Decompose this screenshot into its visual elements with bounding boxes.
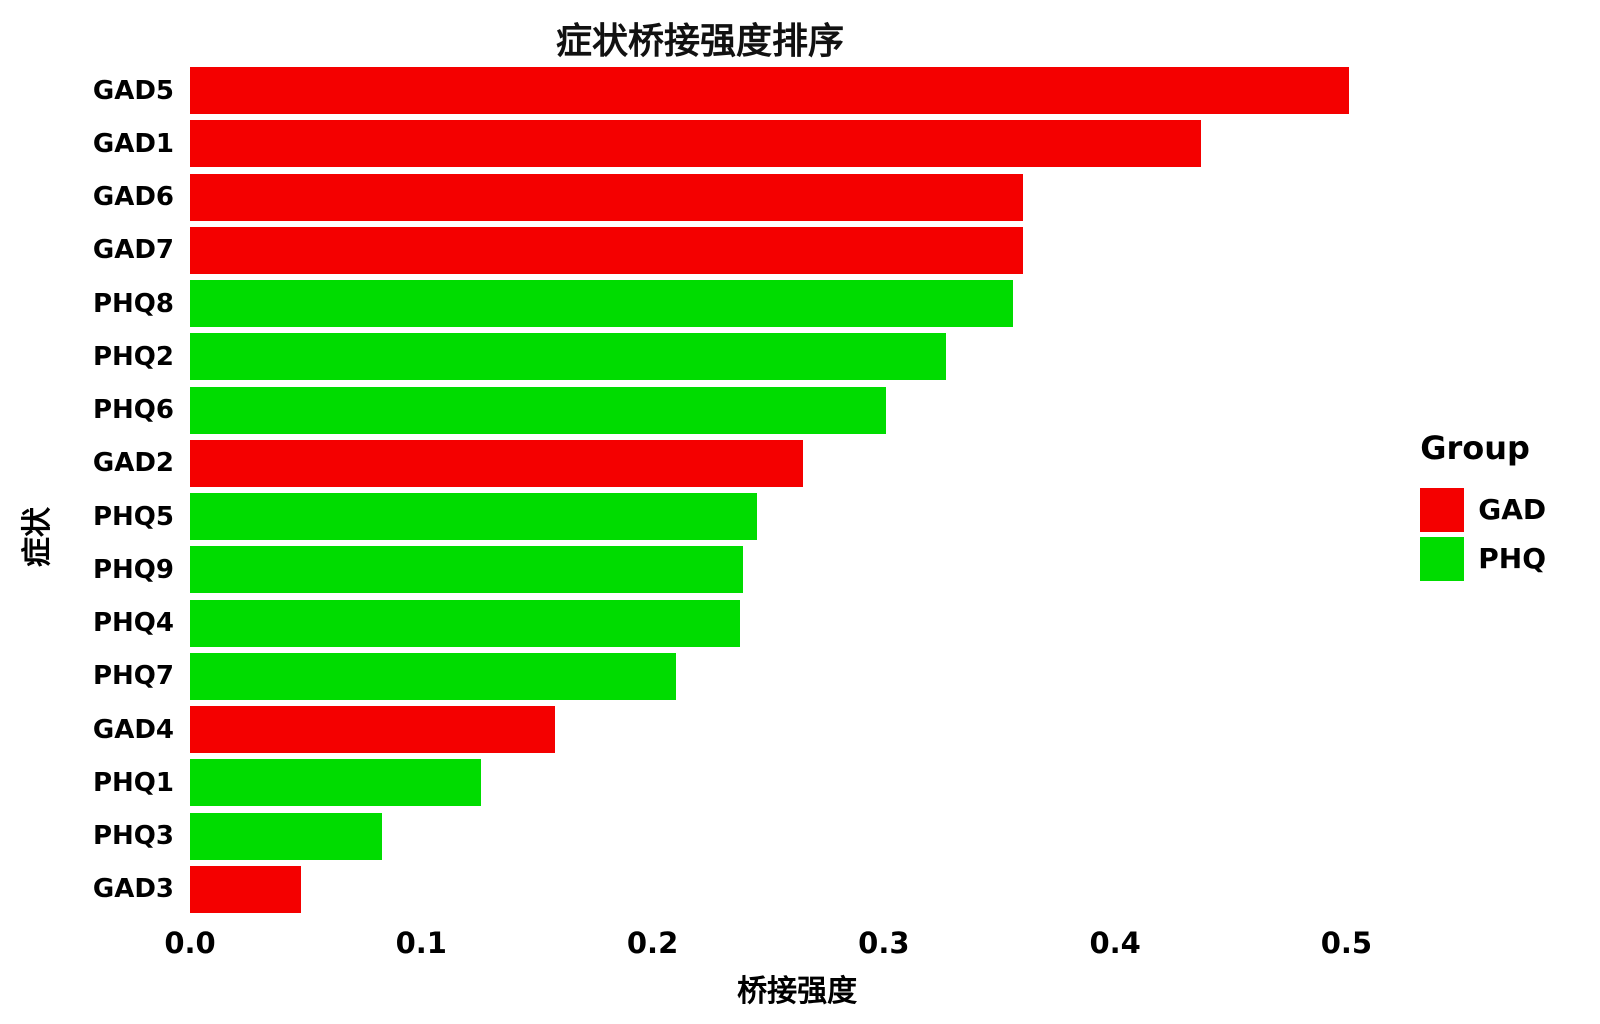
- bar-phq6: [190, 386, 887, 434]
- bar-row: PHQ1: [54, 756, 1404, 809]
- y-axis-title-text: 症状: [20, 507, 55, 567]
- category-label: GAD4: [92, 714, 174, 745]
- bar-gad3: [190, 865, 302, 913]
- chart-body: 症状 GAD5 GAD1 GAD6 GAD7 PHQ8 PHQ2 PHQ6 GAD2 PHQ5 P…: [0, 64, 1600, 1010]
- bar-track: [190, 703, 1404, 756]
- category-label: PHQ4: [92, 608, 174, 639]
- bar-row: PHQ5: [54, 490, 1404, 543]
- bar-row: PHQ3: [54, 810, 1404, 863]
- category-label: PHQ8: [92, 288, 174, 319]
- bar-gad2: [190, 439, 803, 487]
- bar-phq4: [190, 599, 741, 647]
- bar-row: GAD5: [54, 64, 1404, 117]
- x-axis-ticks: 0.0 0.1 0.2 0.3 0.4 0.5: [164, 916, 1404, 964]
- bar-gad1: [190, 120, 1201, 168]
- bar-row: GAD3: [54, 863, 1404, 916]
- bar-track: [190, 330, 1404, 383]
- bar-row: GAD2: [54, 437, 1404, 490]
- bar-row: PHQ2: [54, 330, 1404, 383]
- legend-title: Group: [1420, 428, 1530, 467]
- bar-row: PHQ6: [54, 384, 1404, 437]
- legend-label: GAD: [1478, 493, 1547, 526]
- legend-item-gad: GAD: [1420, 487, 1600, 532]
- bar-phq9: [190, 546, 743, 594]
- bar-track: [190, 64, 1404, 117]
- x-tick-label: 0.4: [1089, 926, 1141, 960]
- category-label: PHQ6: [92, 395, 174, 426]
- category-label: GAD2: [92, 448, 174, 479]
- bar-gad5: [190, 67, 1349, 115]
- bar-row: PHQ9: [54, 543, 1404, 596]
- bar-gad6: [190, 173, 1023, 221]
- x-tick-label: 0.1: [395, 926, 447, 960]
- bar-row: PHQ8: [54, 277, 1404, 330]
- x-tick-label: 0.5: [1320, 926, 1373, 960]
- category-label: PHQ7: [92, 661, 174, 692]
- x-axis-title: 桥接强度: [737, 974, 858, 1009]
- bar-track: [190, 650, 1404, 703]
- category-label: PHQ9: [92, 554, 174, 585]
- legend: Group GAD PHQ: [1404, 64, 1600, 1010]
- bar-row: PHQ7: [54, 650, 1404, 703]
- bar-phq1: [190, 759, 482, 807]
- category-label: GAD7: [92, 235, 174, 266]
- legend-swatch: [1420, 536, 1465, 581]
- bar-track: [190, 597, 1404, 650]
- chart-title: 症状桥接强度排序: [555, 21, 844, 62]
- bar-row: PHQ4: [54, 597, 1404, 650]
- legend-swatch: [1420, 487, 1465, 532]
- bar-row: GAD1: [54, 117, 1404, 170]
- bar-phq3: [190, 812, 382, 860]
- x-axis: 0.0 0.1 0.2 0.3 0.4 0.5 桥接强度: [164, 916, 1404, 1010]
- bar-track: [190, 863, 1404, 916]
- bar-track: [190, 543, 1404, 596]
- legend-entries: GAD PHQ: [1420, 483, 1600, 586]
- bar-gad7: [190, 226, 1023, 274]
- bar-gad4: [190, 706, 556, 754]
- plot-area: GAD5 GAD1 GAD6 GAD7 PHQ8 PHQ2 PHQ6 GAD2 PHQ5 PHQ9…: [54, 64, 1404, 1010]
- legend-item-phq: PHQ: [1420, 536, 1600, 581]
- category-label: GAD5: [92, 75, 174, 106]
- bar-phq8: [190, 280, 1014, 328]
- bar-row: GAD6: [54, 171, 1404, 224]
- bar-track: [190, 490, 1404, 543]
- bar-track: [190, 810, 1404, 863]
- bar-track: [190, 277, 1404, 330]
- x-tick-label: 0.3: [858, 926, 910, 960]
- bar-track: [190, 117, 1404, 170]
- category-label: GAD6: [92, 182, 174, 213]
- bar-track: [190, 756, 1404, 809]
- y-axis-title: 症状: [14, 64, 55, 1010]
- bar-row: GAD4: [54, 703, 1404, 756]
- bar-phq2: [190, 333, 947, 381]
- x-tick-label: 0.0: [164, 926, 216, 960]
- category-label: PHQ3: [92, 821, 174, 852]
- bar-phq7: [190, 652, 676, 700]
- bar-row: GAD7: [54, 224, 1404, 277]
- bar-track: [190, 437, 1404, 490]
- legend-label: PHQ: [1478, 542, 1546, 575]
- category-label: PHQ2: [92, 341, 174, 372]
- bar-track: [190, 384, 1404, 437]
- category-label: PHQ1: [92, 767, 174, 798]
- bar-track: [190, 171, 1404, 224]
- bar-phq5: [190, 493, 757, 541]
- category-label: GAD1: [92, 128, 174, 159]
- category-label: GAD3: [92, 874, 174, 905]
- category-label: PHQ5: [92, 501, 174, 532]
- bar-rows: GAD5 GAD1 GAD6 GAD7 PHQ8 PHQ2 PHQ6 GAD2 PHQ5 PHQ9…: [54, 64, 1404, 916]
- x-tick-label: 0.2: [626, 926, 679, 960]
- bar-track: [190, 224, 1404, 277]
